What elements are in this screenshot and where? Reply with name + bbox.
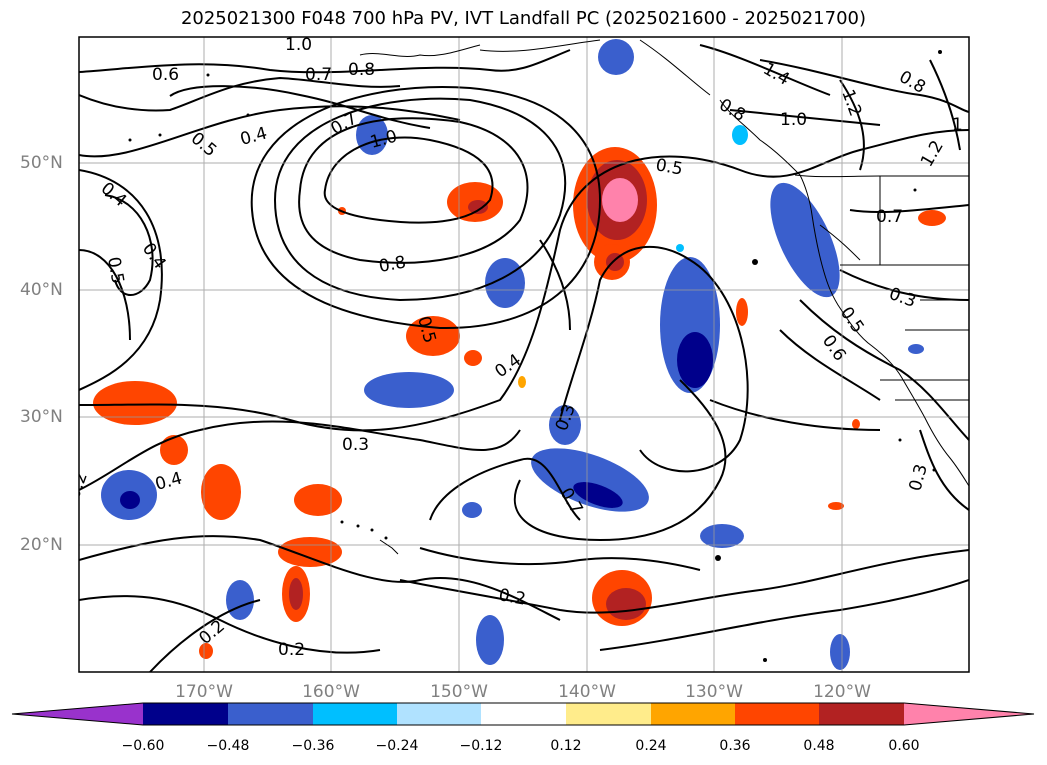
- contour-label: 0.4: [97, 179, 131, 212]
- contour-label: 0.3: [906, 462, 932, 493]
- lat-label: 20°N: [20, 535, 63, 555]
- lon-label: 150°W: [430, 682, 488, 702]
- pv-contour-layer: [79, 44, 969, 672]
- contour-label: 0.6: [152, 65, 179, 85]
- colorbar-segment: [313, 703, 397, 725]
- island-markers: [128, 50, 942, 662]
- map-title: 2025021300 F048 700 hPa PV, IVT Landfall…: [180, 8, 867, 29]
- colorbar-tick-label: −0.60: [121, 738, 165, 754]
- contour-label: 0.7: [328, 108, 361, 139]
- contour-label: 0.3: [342, 435, 369, 455]
- colorbar-segment: [566, 703, 651, 725]
- colorbar-segment: [228, 703, 313, 725]
- colorbar-segment: [143, 703, 228, 725]
- lat-label: 30°N: [20, 407, 63, 427]
- contour-label: 0.4: [138, 239, 170, 273]
- contour-label: 0.8: [896, 67, 929, 98]
- colorbar-tick-label: −0.24: [375, 738, 419, 754]
- contour-label: 1.0: [780, 110, 807, 130]
- contour-label: 0.2: [278, 640, 305, 660]
- colorbar-tick-label: 0.36: [719, 738, 751, 754]
- colorbar: [11, 702, 1035, 726]
- colorbar-segment: [735, 703, 819, 725]
- contour-label: 0.8: [377, 253, 407, 277]
- colorbar-left-extension: [12, 703, 143, 725]
- contour-label: 0.3: [886, 284, 918, 312]
- colorbar-tick-label: −0.12: [459, 738, 503, 754]
- contour-label: 0.2: [497, 585, 527, 609]
- colorbar-segment: [651, 703, 735, 725]
- colorbar-tick-label: −0.48: [206, 738, 250, 754]
- contour-label: 1.2: [917, 137, 948, 170]
- colorbar-tick-label: 0.12: [550, 738, 582, 754]
- pv-fill-layer: [93, 39, 946, 670]
- lat-label: 50°N: [20, 153, 63, 173]
- contour-label: 0.4: [153, 469, 184, 495]
- colorbar-right-extension: [904, 703, 1034, 725]
- lon-label: 170°W: [175, 682, 233, 702]
- lat-label: 40°N: [20, 280, 63, 300]
- contour-label: 0.5: [654, 155, 684, 179]
- contour-label: 0.7: [876, 207, 903, 227]
- contour-label: 0.5: [187, 129, 221, 162]
- coastline-layer: [359, 39, 969, 555]
- contour-label: 0.4: [238, 124, 269, 150]
- map-plot-area: 1.0 0.7 0.6 0.8 1.4 0.8 1.2 0.8 0.5 0.4 …: [64, 35, 969, 672]
- lon-label: 130°W: [685, 682, 743, 702]
- lon-label: 160°W: [302, 682, 360, 702]
- contour-label: 0.8: [348, 60, 375, 80]
- contour-label: 0.5: [103, 255, 127, 285]
- contour-label: 0.8: [716, 95, 749, 126]
- contour-label: 0.2: [64, 469, 92, 501]
- colorbar-tick-label: 0.60: [888, 738, 920, 754]
- contour-label: 1.0: [285, 35, 312, 55]
- contour-label: 0.7: [305, 65, 332, 85]
- lon-label: 120°W: [813, 682, 871, 702]
- colorbar-outline: [11, 702, 1035, 726]
- graticule: [79, 37, 969, 672]
- contour-label: 1.4: [760, 59, 793, 90]
- colorbar-segment: [819, 703, 904, 725]
- contour-label: 1: [952, 115, 963, 135]
- colorbar-tick-label: −0.36: [291, 738, 335, 754]
- lon-label: 140°W: [558, 682, 616, 702]
- contour-label: 0.6: [818, 331, 850, 365]
- colorbar-segment: [481, 703, 566, 725]
- colorbar-segment: [397, 703, 481, 725]
- colorbar-tick-label: 0.48: [803, 738, 835, 754]
- contour-labels: 1.0 0.7 0.6 0.8 1.4 0.8 1.2 0.8 0.5 0.4 …: [64, 35, 963, 660]
- colorbar-tick-label: 0.24: [635, 738, 667, 754]
- map-frame: [78, 36, 970, 673]
